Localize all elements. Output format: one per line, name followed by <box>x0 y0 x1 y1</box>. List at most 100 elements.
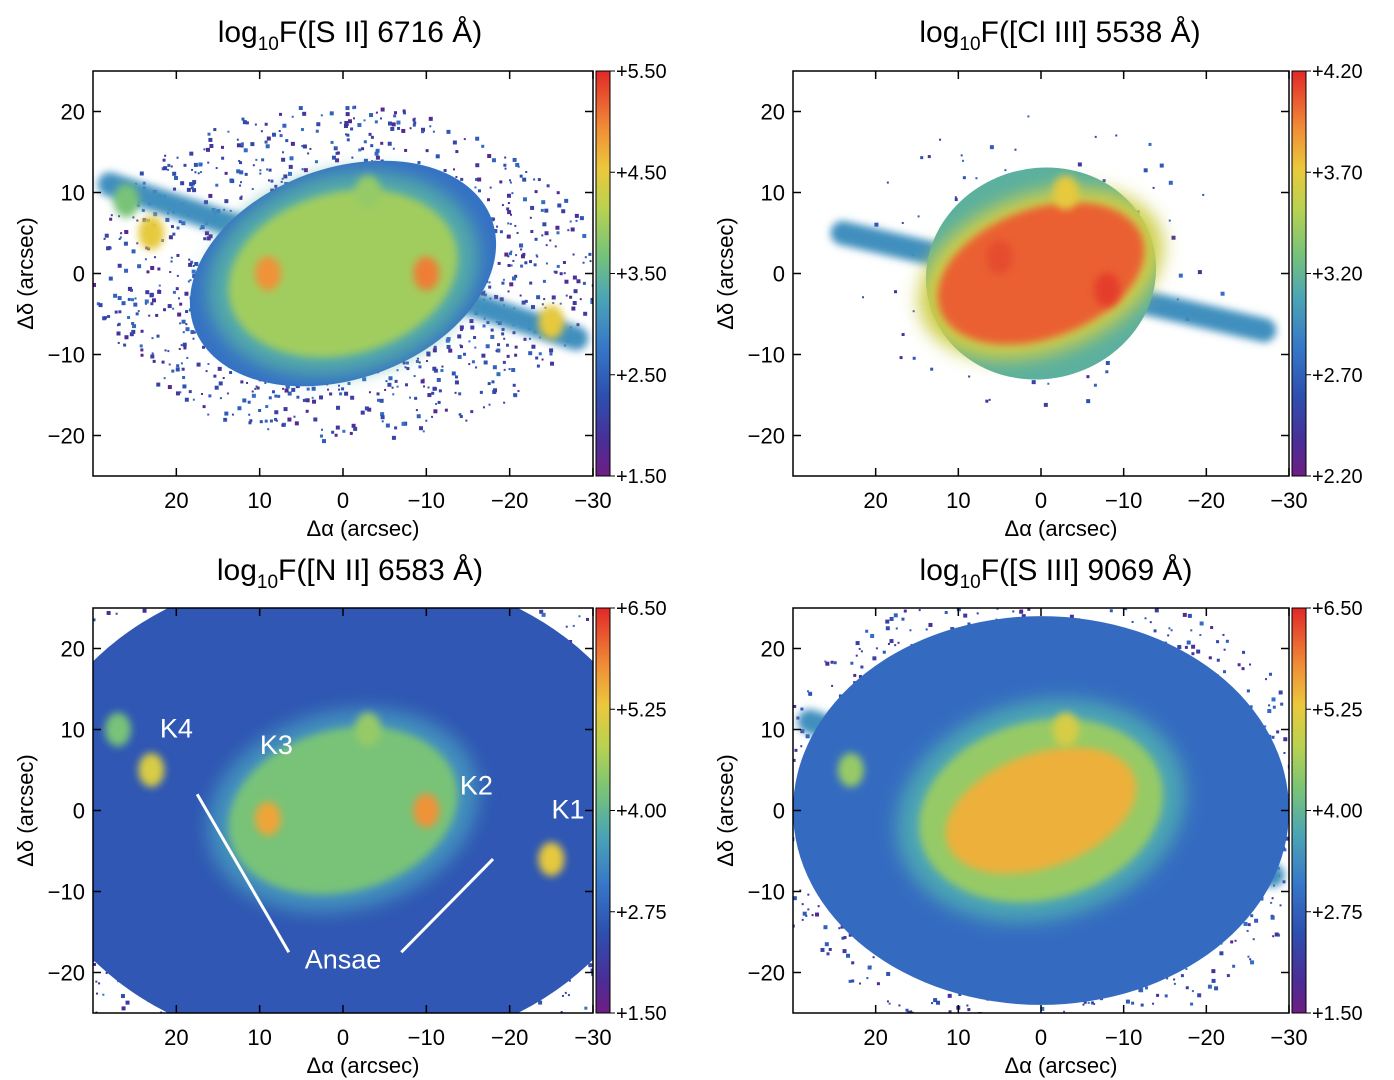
speckle <box>185 323 188 326</box>
speckle <box>454 380 459 385</box>
speckle <box>931 1002 934 1005</box>
speckle <box>374 120 378 124</box>
speckle <box>282 151 285 154</box>
speckle <box>471 360 475 364</box>
speckle <box>1144 617 1147 620</box>
speckle <box>124 584 128 588</box>
speckle <box>93 282 97 287</box>
speckle <box>211 1074 214 1077</box>
speckle <box>699 752 701 754</box>
speckle <box>1210 625 1214 629</box>
speckle <box>1012 610 1015 613</box>
x-axis-label: Δα (arcsec) <box>307 516 420 541</box>
speckle <box>39 959 42 962</box>
speckle <box>167 385 172 390</box>
x-axis-label: Δα (arcsec) <box>1005 1053 1118 1078</box>
speckle <box>477 177 482 182</box>
x-tick-label: 20 <box>863 488 887 513</box>
colorbar-tick-label: +2.75 <box>616 902 667 924</box>
speckle <box>800 729 805 734</box>
speckle <box>750 811 754 815</box>
speckle <box>991 1025 993 1027</box>
speckle <box>98 303 103 308</box>
speckle <box>622 734 624 736</box>
speckle <box>486 320 490 324</box>
speckle <box>893 613 898 618</box>
speckle <box>1223 648 1226 651</box>
speckle <box>489 186 492 189</box>
speckle <box>345 112 350 117</box>
speckle <box>381 420 384 423</box>
speckle <box>246 381 249 384</box>
speckle <box>118 1018 121 1021</box>
speckle <box>635 953 637 955</box>
speckle <box>14 940 17 943</box>
speckle <box>1069 614 1074 619</box>
speckle <box>281 587 284 590</box>
speckle <box>184 291 189 296</box>
speckle <box>181 319 186 324</box>
speckle <box>954 196 957 199</box>
speckle <box>507 264 511 268</box>
speckle <box>407 547 410 550</box>
speckle <box>528 351 533 356</box>
speckle <box>650 930 653 933</box>
speckle <box>142 608 147 613</box>
speckle <box>669 939 671 941</box>
speckle <box>925 628 928 631</box>
speckle <box>349 431 353 435</box>
speckle <box>1308 765 1310 767</box>
speckle <box>506 354 510 358</box>
speckle <box>170 260 173 263</box>
x-tick-label: −10 <box>1105 488 1142 513</box>
speckle <box>1268 704 1271 707</box>
speckle <box>1208 656 1211 659</box>
speckle <box>144 299 149 304</box>
speckle <box>255 158 258 161</box>
speckle <box>150 1034 152 1036</box>
speckle <box>285 384 290 389</box>
speckle <box>1177 645 1182 650</box>
speckle <box>150 1034 152 1036</box>
speckle <box>1313 788 1316 791</box>
speckle <box>249 546 252 549</box>
speckle <box>54 922 57 925</box>
speckle <box>1242 650 1246 654</box>
speckle <box>432 348 437 353</box>
speckle <box>108 245 111 248</box>
speckle <box>875 647 878 650</box>
speckle <box>414 396 418 400</box>
speckle <box>491 380 495 384</box>
speckle <box>1207 984 1212 989</box>
speckle <box>1040 1006 1045 1011</box>
speckle <box>668 818 672 822</box>
speckle <box>132 324 137 329</box>
speckle <box>409 127 412 130</box>
speckle <box>895 627 898 630</box>
speckle <box>394 111 398 115</box>
speckle <box>109 217 113 221</box>
speckle <box>73 905 75 907</box>
speckle <box>137 310 140 313</box>
speckle <box>170 225 174 229</box>
speckle <box>103 316 107 320</box>
speckle <box>761 869 765 873</box>
speckle <box>584 256 587 259</box>
speckle <box>639 957 642 960</box>
speckle <box>502 278 505 281</box>
speckle <box>982 587 984 589</box>
speckle <box>163 579 167 583</box>
speckle <box>520 264 524 268</box>
speckle <box>240 195 243 198</box>
speckle <box>165 217 170 222</box>
speckle <box>448 348 453 353</box>
speckle <box>909 629 912 632</box>
emission-knot <box>538 842 565 877</box>
speckle <box>507 210 512 215</box>
speckle <box>350 127 354 131</box>
speckle <box>474 346 477 349</box>
speckle <box>815 912 820 917</box>
shell <box>228 726 458 895</box>
speckle <box>190 260 194 264</box>
speckle <box>146 270 150 274</box>
